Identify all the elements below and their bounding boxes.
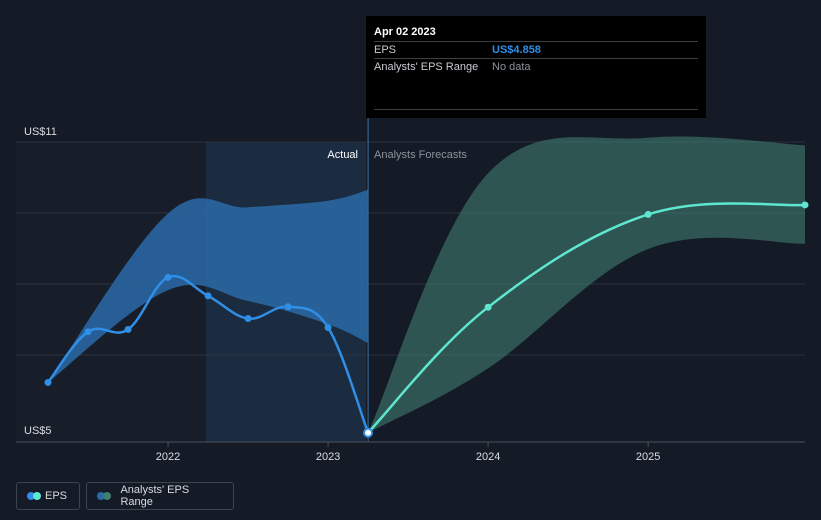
tooltip-date: Apr 02 2023 [374,26,436,38]
tooltip-range-value: No data [492,61,531,73]
eps-point [284,303,292,311]
eps-point [164,273,172,281]
range-legend-icon [97,492,112,500]
x-axis-ticks: 2022 2023 2024 2025 [156,442,660,463]
eps-line-forecast [367,202,806,434]
legend-eps[interactable]: EPS [16,482,80,510]
tooltip-divider [374,109,698,110]
x-tick-label: 2025 [636,451,660,463]
eps-point [204,292,212,300]
tooltip-range-label: Analysts' EPS Range [374,61,479,73]
eps-points [44,201,809,438]
legend-eps-label: EPS [44,490,67,502]
legend-range[interactable]: Analysts' EPS Range [86,482,234,510]
range-area-forecast [368,136,805,433]
eps-point [124,325,132,333]
y-tick-bottom: US$5 [24,425,52,437]
x-tick-label: 2023 [316,451,340,463]
x-tick-label: 2022 [156,451,180,463]
x-tick-label: 2024 [476,451,500,463]
y-tick-top: US$11 [24,126,57,138]
tooltip-eps-value: US$4.858 [492,44,541,56]
forecast-label: Analysts Forecasts [374,149,467,161]
range-areas [48,136,805,433]
tooltip-eps-row: EPS US$4.858 [374,41,698,58]
eps-point [363,427,374,438]
tooltip: Apr 02 2023 EPS US$4.858 Analysts' EPS R… [366,16,706,118]
eps-legend-icon [27,492,41,500]
eps-point [44,378,52,386]
tooltip-range-row: Analysts' EPS Range No data [374,58,698,75]
eps-point [84,328,92,336]
legend-range-label: Analysts' EPS Range [120,484,190,508]
tooltip-eps-label: EPS [374,44,397,56]
eps-point [644,210,652,218]
range-area-actual [48,189,369,383]
eps-point [801,201,809,209]
eps-point [484,303,492,311]
actual-label: Actual [327,149,358,161]
eps-point [324,324,332,332]
eps-point [244,315,252,323]
